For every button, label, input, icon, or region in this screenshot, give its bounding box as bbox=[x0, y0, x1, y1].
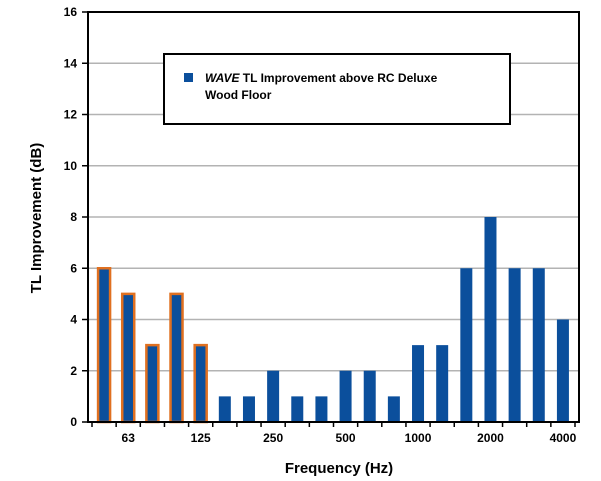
y-tick-label: 2 bbox=[70, 364, 77, 378]
legend-label-line2: Wood Floor bbox=[205, 88, 272, 102]
y-tick-label: 14 bbox=[64, 56, 78, 70]
y-tick-label: 6 bbox=[70, 261, 77, 275]
legend-label-line1: WAVE TL Improvement above RC Deluxe bbox=[205, 71, 438, 85]
bar bbox=[193, 343, 208, 424]
y-axis-ticks: 0 2 4 6 8 10 12 14 16 bbox=[64, 5, 88, 429]
bar bbox=[436, 345, 449, 422]
bars-group bbox=[96, 217, 569, 424]
legend-label-italic: WAVE bbox=[205, 71, 240, 85]
bar bbox=[120, 292, 136, 424]
bar bbox=[242, 396, 255, 422]
bar bbox=[291, 396, 304, 422]
bar bbox=[460, 268, 473, 422]
bar bbox=[532, 268, 545, 422]
y-tick-label: 10 bbox=[64, 159, 78, 173]
x-tick-label: 1000 bbox=[405, 431, 432, 445]
bar bbox=[267, 370, 280, 422]
bar bbox=[315, 396, 328, 422]
x-tick-label: 63 bbox=[122, 431, 136, 445]
x-tick-label: 4000 bbox=[550, 431, 577, 445]
y-tick-label: 12 bbox=[64, 108, 78, 122]
y-tick-label: 0 bbox=[70, 415, 77, 429]
x-axis-title: Frequency (Hz) bbox=[285, 460, 393, 477]
legend: WAVE TL Improvement above RC Deluxe Wood… bbox=[163, 53, 511, 125]
bar bbox=[508, 268, 521, 422]
bar bbox=[218, 396, 231, 422]
y-tick-label: 8 bbox=[70, 210, 77, 224]
bar bbox=[339, 370, 352, 422]
x-tick-label: 125 bbox=[191, 431, 211, 445]
x-axis-ticks: 63 125 250 500 1000 2000 4000 bbox=[91, 422, 577, 445]
bar bbox=[556, 319, 569, 422]
x-tick-label: 2000 bbox=[477, 431, 504, 445]
bar bbox=[96, 267, 112, 424]
bar bbox=[169, 292, 184, 424]
bar bbox=[363, 370, 376, 422]
legend-swatch bbox=[184, 73, 193, 82]
bar bbox=[484, 217, 497, 422]
legend-box bbox=[163, 53, 511, 125]
bar bbox=[145, 343, 160, 424]
legend-label-rest: TL Improvement above RC Deluxe bbox=[239, 71, 437, 85]
x-tick-label: 500 bbox=[336, 431, 356, 445]
bar bbox=[387, 396, 400, 422]
x-tick-label: 250 bbox=[263, 431, 283, 445]
y-tick-label: 4 bbox=[70, 313, 77, 327]
bar bbox=[412, 345, 425, 422]
y-tick-label: 16 bbox=[64, 5, 78, 19]
y-axis-title: TL Improvement (dB) bbox=[28, 143, 45, 294]
